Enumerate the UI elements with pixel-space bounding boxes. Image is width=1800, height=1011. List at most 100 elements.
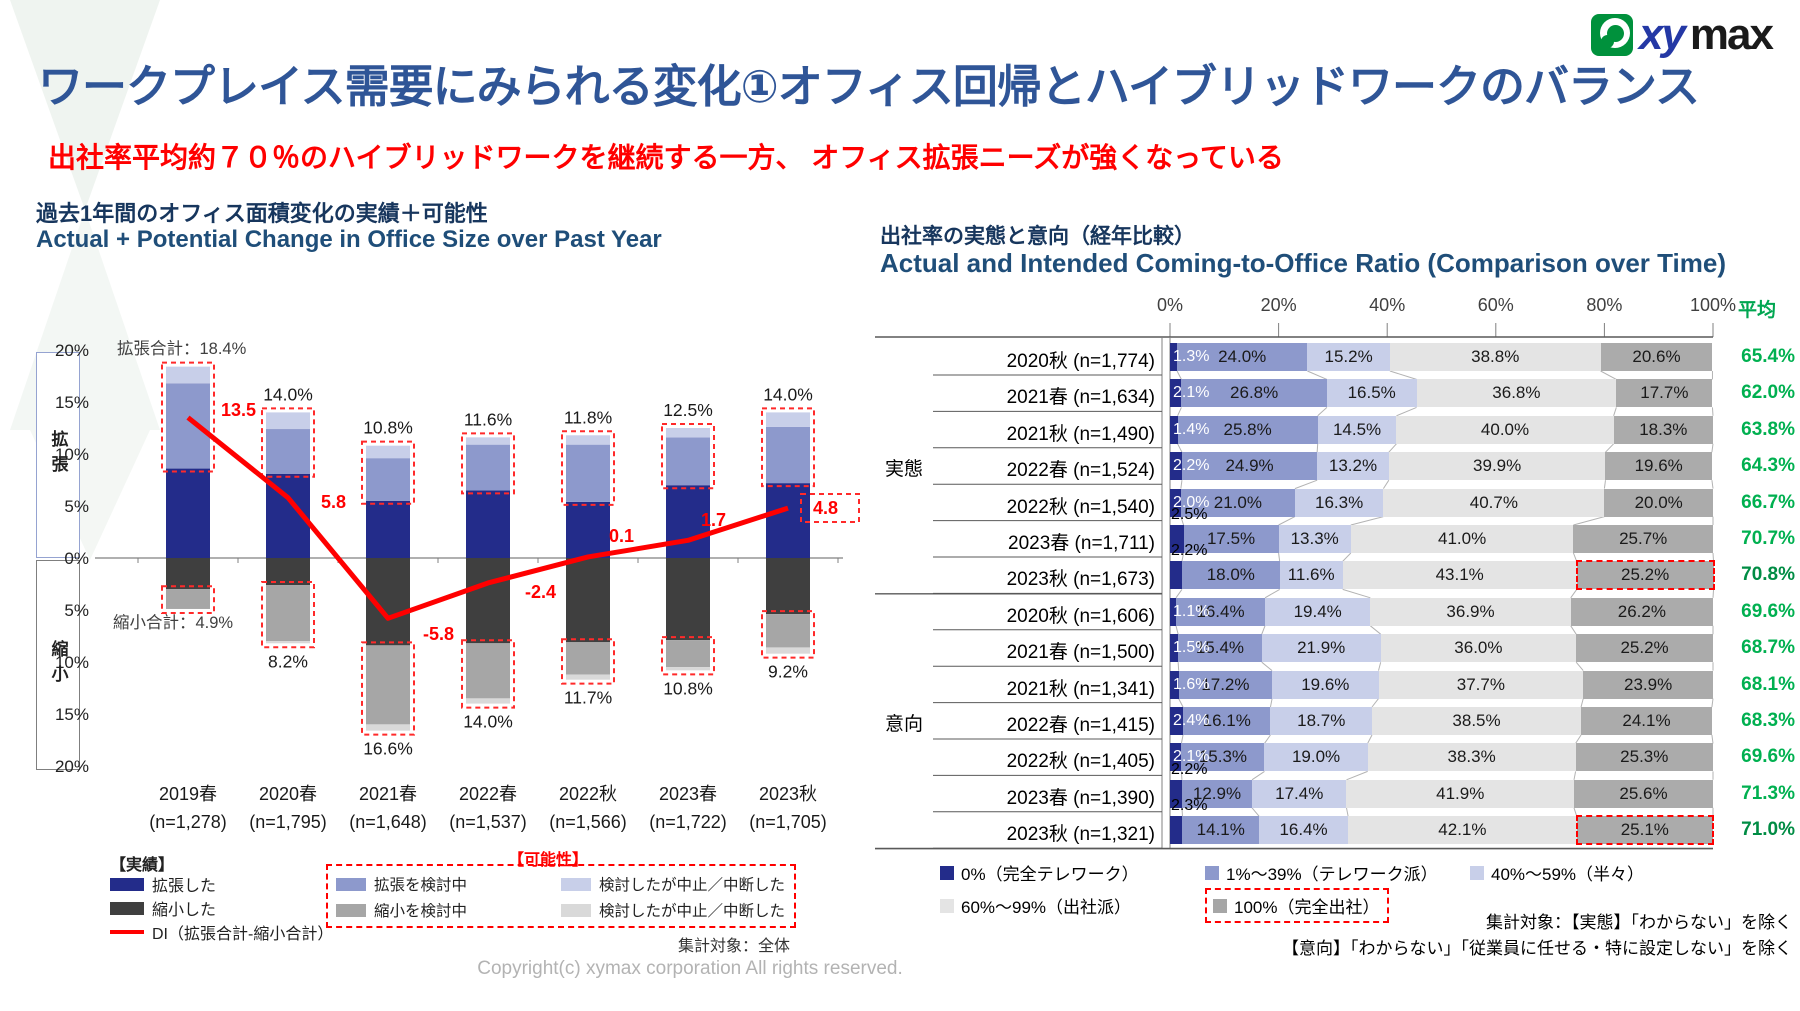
bar-segment-100%（完全出社）: 17.7% <box>1616 379 1713 408</box>
bar-segment-検討したが中止／中断した <box>466 698 510 704</box>
bar-segment-40%～59%（半々）: 19.4% <box>1265 597 1371 626</box>
average-value: 66.7% <box>1741 491 1795 513</box>
segment-value-label: 25.3% <box>1620 747 1669 767</box>
series-connector-line <box>1181 807 1183 817</box>
segment-value-label: 12.9% <box>1192 783 1242 803</box>
bar-segment-縮小した <box>566 558 610 643</box>
bar-segment-60%～99%（出社派）: 41.9% <box>1346 779 1574 808</box>
page-title: ワークプレイス需要にみられる変化①オフィス回帰とハイブリッドワークのバランス <box>38 61 1700 112</box>
segment-value-label: 11.6% <box>1287 565 1335 585</box>
legend-item-検討したが中止／中断した: 検討したが中止／中断した <box>561 898 786 922</box>
segment-value-label: 19.4% <box>1293 601 1342 621</box>
x-category-label: 2019春 <box>159 784 217 804</box>
series-connector-line <box>1575 661 1584 671</box>
bar-segment-0%（完全テレワーク）: 2.5% <box>1170 506 1207 553</box>
segment-value-label: 17.4% <box>1275 783 1324 803</box>
bar-segment-拡張を検討中 <box>566 444 610 502</box>
bar-segment-縮小した <box>166 558 210 590</box>
series-connector-line <box>1180 771 1183 780</box>
di-line <box>186 415 789 621</box>
bar-segment-1%～39%（テレワーク派）: 24.9% <box>1181 452 1318 481</box>
bar-segment-拡張を検討中 <box>166 383 210 469</box>
di-value-label: -5.8 <box>423 624 454 644</box>
legend-item-label: 60%～99%（出社派） <box>961 898 1132 917</box>
stacked-bar: 2.1% 15.3% 19.0% 38.3% 25.3% <box>1170 743 1715 772</box>
shrink-total-label: 10.8% <box>663 678 713 698</box>
legend-item-label: 1%～39%（テレワーク派） <box>1226 865 1438 884</box>
di-value-label: 0.1 <box>609 526 634 546</box>
bar-segment-縮小を検討中 <box>566 642 610 675</box>
bar-segment-100%（完全出社）: 25.2% <box>1576 634 1713 663</box>
bar-segment-0%（完全テレワーク）: 2.1% <box>1170 743 1209 772</box>
series-connector-line <box>1382 479 1390 489</box>
bar-segment-40%～59%（半々）: 17.4% <box>1251 779 1347 808</box>
bar-segment-100%（完全出社）: 20.0% <box>1604 488 1713 517</box>
bar-segment-拡張した <box>366 500 410 558</box>
average-value: 69.6% <box>1741 746 1795 768</box>
bar-segment-40%～59%（半々）: 18.7% <box>1270 707 1372 735</box>
stacked-bar: 2.2% 24.9% 13.2% 39.9% 19.6% <box>1170 452 1715 481</box>
x-sample-size-label: (n=1,537) <box>449 812 527 832</box>
row-label: 2023春 (n=1,390) <box>1006 787 1155 809</box>
possibility-box-expand <box>461 432 515 495</box>
shrink-total-label: 11.7% <box>564 688 612 708</box>
x-axis-tick-label: 80% <box>1586 295 1622 315</box>
segment-value-label: 40.7% <box>1469 492 1518 512</box>
average-value: 64.3% <box>1741 455 1795 477</box>
average-column-header: 平均 <box>1737 300 1776 321</box>
possibility-box-shrink <box>561 638 615 685</box>
segment-value-label: 25.1% <box>1620 820 1669 840</box>
average-value: 63.8% <box>1741 418 1795 440</box>
bar-segment-60%～99%（出社派）: 37.7% <box>1378 670 1584 699</box>
stacked-bar: 1.1% 16.4% 19.4% 36.9% 26.2% <box>1170 597 1715 626</box>
series-connector-line <box>1176 370 1182 380</box>
legend-item-検討したが中止／中断した: 検討したが中止／中断した <box>561 872 786 896</box>
stacked-bar: 2.5% 17.5% 13.3% 41.0% 25.7% <box>1170 506 1715 553</box>
series-connector-line <box>1180 734 1184 744</box>
legend-item-label: 縮小を検討中 <box>374 903 468 920</box>
bar-segment-1%～39%（テレワーク派）: 18.0% <box>1181 561 1280 590</box>
legend-item-wrap: 40%～59%（半々） <box>1470 860 1735 885</box>
possibility-box-expand <box>361 440 415 505</box>
right-legend-row2: 60%～99%（出社派） 100%（完全出社） <box>940 888 1390 923</box>
segment-value-label: 2.2% <box>1171 760 1208 778</box>
series-connector-line <box>1370 625 1381 635</box>
x-axis-tick-label: 60% <box>1478 295 1514 315</box>
bar-segment-0%（完全テレワーク）: 1.1% <box>1170 597 1209 626</box>
bar-segment-60%～99%（出社派）: 38.5% <box>1371 707 1582 735</box>
series-connector-line <box>1371 698 1379 708</box>
segment-value-label: 17.5% <box>1206 529 1256 548</box>
expand-total-label: 14.0% <box>763 384 813 404</box>
bar-segment-縮小を検討中 <box>266 585 310 642</box>
legend-item-wrap: 0%（完全テレワーク） <box>940 860 1205 885</box>
possibility-box-shrink <box>161 585 215 614</box>
stacked-bar: 1.3% 24.0% 15.2% 38.8% 20.6% <box>1170 343 1715 371</box>
bar-segment-拡張を検討中 <box>466 444 510 491</box>
bar-segment-100%（完全出社）: 20.6% <box>1600 343 1713 371</box>
segment-value-label: 39.9% <box>1473 456 1522 476</box>
series-connector-line <box>1600 370 1617 380</box>
series-connector-line <box>1711 443 1714 453</box>
series-connector-line <box>1388 443 1397 453</box>
series-connector-line <box>1177 662 1180 671</box>
series-connector-line <box>1396 406 1417 417</box>
row-label: 2022秋 (n=1,540) <box>1006 496 1155 518</box>
series-connector-line <box>1346 770 1368 781</box>
bar-segment-0%（完全テレワーク）: 2.4% <box>1170 707 1209 735</box>
right-legend-row1: 0%（完全テレワーク） 1%～39%（テレワーク派） 40%～59%（半々） <box>940 860 1735 885</box>
bar-segment-40%～59%（半々）: 19.6% <box>1272 670 1379 699</box>
segment-value-label: 15.3% <box>1198 747 1248 767</box>
series-connector-line <box>1605 443 1614 453</box>
right-chart-footnote-1: 集計対象：【実態】「わからない」を除く <box>1486 913 1792 932</box>
legend-swatch <box>1470 865 1484 880</box>
bar-segment-拡張した <box>466 490 510 558</box>
segment-value-label: 1.4% <box>1173 420 1210 438</box>
bar-segment-検討したが中止／中断した <box>366 724 410 731</box>
row-label: 2023秋 (n=1,673) <box>1006 569 1155 591</box>
logo-text-xy: xy <box>1638 10 1686 59</box>
bar-segment-拡張を検討中 <box>666 437 710 486</box>
x-sample-size-label: (n=1,705) <box>749 812 827 832</box>
bar-segment-0%（完全テレワーク）: 2.3% <box>1170 797 1207 845</box>
segment-value-label: 36.8% <box>1492 383 1541 403</box>
series-connector-line <box>1711 407 1714 416</box>
